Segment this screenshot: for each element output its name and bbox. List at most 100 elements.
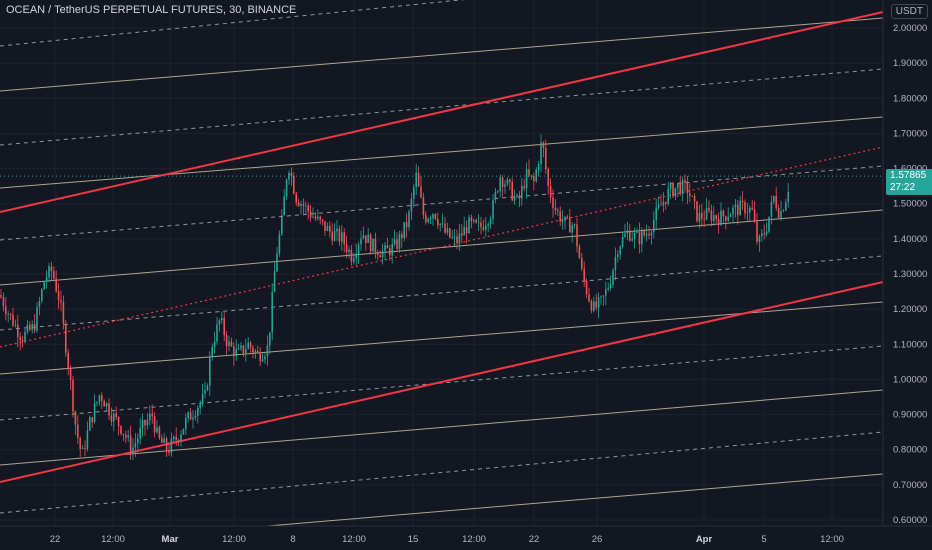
candle-body [297, 202, 300, 206]
price-tick-label: 1.00000 [893, 374, 927, 385]
candle-body [552, 197, 554, 208]
candle-body [549, 185, 552, 198]
candle-body [559, 211, 561, 222]
candle-body [177, 440, 180, 442]
candle-body [216, 324, 218, 342]
candle-body [449, 228, 451, 238]
candle-body [487, 224, 489, 226]
candle-body [362, 235, 365, 239]
candle-body [593, 301, 595, 311]
candle-body [141, 420, 144, 428]
price-tick-label: 1.80000 [893, 93, 927, 104]
candle-body [110, 415, 113, 422]
candle-body [74, 411, 77, 425]
candle-body [290, 172, 293, 176]
candle-body [437, 218, 439, 226]
price-tick-label: 1.20000 [893, 304, 927, 315]
candle-body [199, 402, 201, 408]
candle-body [533, 176, 535, 182]
candle-body [96, 402, 98, 404]
price-axis-background [883, 0, 932, 526]
candle-body [413, 187, 415, 199]
candle-body [669, 184, 672, 189]
time-tick-label: 12:00 [462, 534, 486, 545]
candle-body [665, 201, 667, 204]
candle-body [744, 202, 746, 214]
candle-body [542, 142, 545, 149]
candle-body [225, 335, 228, 346]
candle-body [9, 313, 12, 315]
candle-body [530, 175, 533, 177]
candle-body [624, 233, 626, 237]
candle-body [254, 350, 257, 353]
candle-body [197, 407, 199, 416]
candle-body [588, 294, 590, 302]
candle-body [345, 244, 348, 253]
candle-body [734, 204, 737, 208]
candle-body [415, 172, 417, 188]
candle-body [285, 179, 288, 197]
candle-body [81, 447, 84, 449]
price-tick-label: 1.30000 [893, 269, 927, 280]
candle-body [528, 169, 530, 176]
candle-body [19, 336, 21, 341]
candle-body [470, 217, 473, 222]
candle-body [629, 230, 631, 241]
candle-body [686, 182, 689, 194]
candle-body [746, 212, 749, 214]
candle-body [242, 345, 245, 354]
time-axis-ticks: 22 12:00 Mar 12:00 8 12:00 15 12:00 22 26 Apr 5 12:0… [50, 534, 844, 545]
candle-body [149, 413, 151, 421]
candle-body [247, 342, 249, 350]
candle-body [506, 179, 509, 185]
candle-body [113, 413, 115, 422]
candle-body [146, 420, 149, 426]
candle-body [386, 245, 389, 249]
candle-body [720, 210, 722, 226]
candle-body [245, 349, 247, 354]
candle-body [684, 180, 686, 183]
candle-body [581, 258, 583, 269]
candle-body [235, 348, 237, 357]
candle-body [218, 320, 221, 325]
currency-button[interactable]: USDT [890, 4, 928, 19]
candle-body [261, 359, 264, 362]
candle-body [338, 228, 341, 242]
candle-body [33, 323, 36, 331]
candle-body [513, 196, 516, 201]
candle-body [105, 403, 108, 407]
candle-body [585, 281, 588, 295]
candle-body [0, 295, 2, 298]
candle-body [434, 213, 437, 219]
candle-body [151, 413, 153, 417]
candle-body [643, 231, 645, 236]
candle-body [230, 341, 233, 347]
candle-body [401, 234, 403, 238]
candle-body [545, 148, 547, 170]
candle-body [770, 201, 773, 217]
candle-body [633, 232, 636, 239]
candle-body [259, 352, 261, 362]
candle-body [698, 213, 701, 222]
candle-body [657, 204, 660, 208]
channel-line [0, 165, 884, 241]
candle-body [602, 295, 605, 297]
time-axis[interactable]: 22 12:00 Mar 12:00 8 12:00 15 12:00 22 26 Apr 5 12:0… [0, 525, 932, 550]
candle-body [468, 217, 470, 234]
candle-body [653, 219, 655, 233]
price-axis[interactable]: 2.000001.900001.800001.700001.600001.500… [882, 0, 932, 526]
candle-body [590, 301, 593, 311]
candle-body [77, 424, 79, 438]
candle-body [756, 221, 758, 242]
candle-body [201, 393, 204, 403]
candle-body [115, 413, 117, 418]
channel-line [0, 255, 884, 331]
candle-body [108, 403, 110, 416]
candle-body [55, 278, 57, 292]
candle-body [175, 436, 177, 441]
candle-body [43, 281, 45, 290]
candle-body [485, 225, 487, 230]
candle-body [293, 175, 295, 194]
